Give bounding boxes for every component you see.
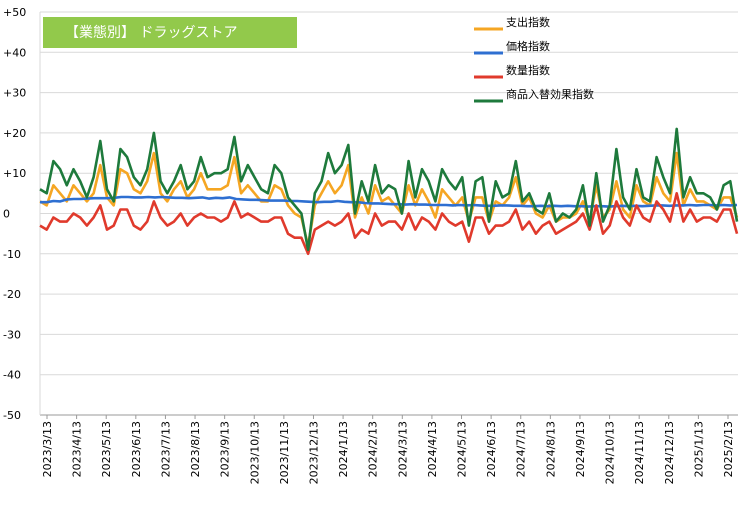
series-line: [39, 151, 739, 247]
x-tick-label: 2023/9/13: [219, 421, 232, 477]
y-tick-label: 0: [3, 208, 10, 221]
series-lines: [39, 127, 739, 256]
x-tick-label: 2023/5/13: [100, 421, 113, 477]
x-tick-label: 2024/11/13: [633, 421, 646, 484]
chart-title-background: [43, 17, 297, 48]
x-tick-label: 2023/4/13: [71, 421, 84, 477]
y-tick-label: -50: [3, 409, 21, 422]
x-tick-label: 2024/8/13: [544, 421, 557, 477]
chart-title: 【業態別】 ドラッグストア: [65, 25, 237, 41]
x-tick-label: 2023/12/13: [307, 421, 320, 484]
x-tick-label: 2023/8/13: [189, 421, 202, 477]
x-axis: [39, 12, 738, 416]
x-tick-label: 2024/2/13: [367, 421, 380, 477]
y-tick-label: -30: [3, 328, 21, 341]
x-tick-label: 2023/3/13: [41, 421, 54, 477]
legend-label: 価格指数: [506, 39, 550, 53]
legend-label: 商品入替効果指数: [506, 87, 594, 101]
y-axis-tick-labels: +50 +40 +30 +20 +10 0 -10 -20 -30 -40 -50: [3, 6, 26, 422]
x-tick-label: 2024/6/13: [485, 421, 498, 477]
series-line: [39, 127, 739, 252]
y-tick-label: +30: [3, 87, 26, 100]
y-tick-label: +20: [3, 127, 26, 140]
x-tick-label: 2025/2/13: [722, 421, 735, 477]
x-tick-label: 2024/7/13: [515, 421, 528, 477]
x-tick-label: 2023/10/13: [248, 421, 261, 484]
x-axis-tick-labels: 2023/3/13 2023/4/13 2023/5/13 2023/6/13 2023…: [41, 415, 735, 484]
x-tick-label: 2023/6/13: [130, 421, 143, 477]
y-tick-label: -10: [3, 248, 21, 261]
x-tick-label: 2023/11/13: [278, 421, 291, 484]
x-tick-label: 2023/7/13: [159, 421, 172, 477]
x-tick-label: 2024/5/13: [456, 421, 469, 477]
y-tick-label: -20: [3, 288, 21, 301]
legend-label: 支出指数: [506, 15, 550, 29]
x-tick-label: 2024/9/13: [574, 421, 587, 477]
y-tick-label: -40: [3, 369, 21, 382]
chart-title-box: 【業態別】 ドラッグストア: [43, 17, 297, 48]
y-tick-label: +10: [3, 167, 26, 180]
x-tick-label: 2024/1/13: [337, 421, 350, 477]
x-tick-label: 2024/3/13: [396, 421, 409, 477]
series-line: [39, 192, 739, 256]
x-tick-label: 2025/1/13: [692, 421, 705, 477]
x-tick-label: 2024/10/13: [604, 421, 617, 484]
y-tick-label: +40: [3, 46, 26, 59]
legend-label: 数量指数: [506, 63, 550, 77]
series-line: [40, 195, 738, 208]
x-tick-label: 2024/4/13: [426, 421, 439, 477]
y-tick-label: +50: [3, 6, 26, 19]
x-tick-label: 2024/12/13: [663, 421, 676, 484]
